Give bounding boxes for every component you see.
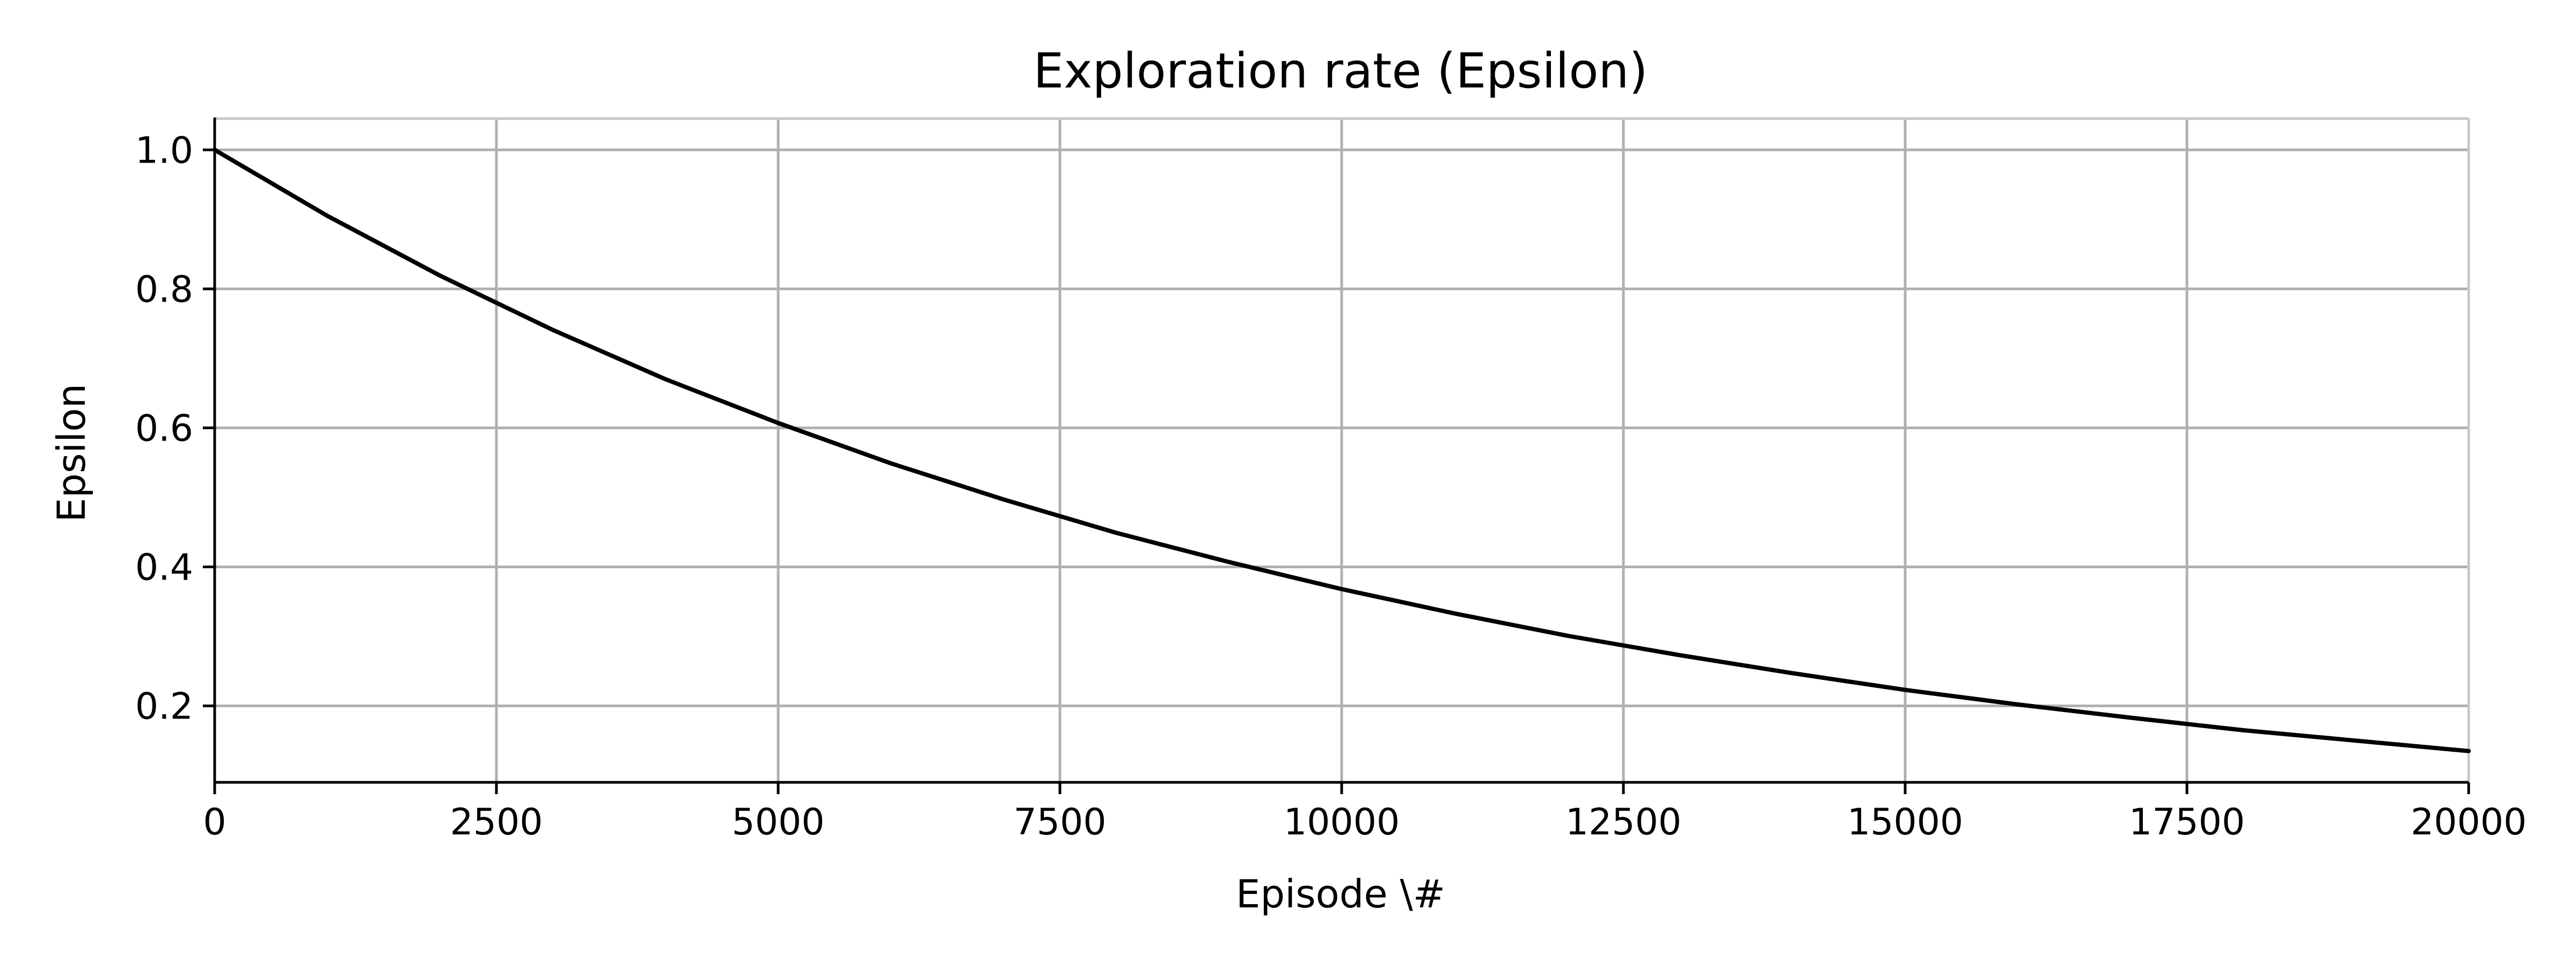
x-tick-label: 7500: [1013, 801, 1106, 844]
x-tick-label: 17500: [2129, 801, 2245, 844]
chart-title: Exploration rate (Epsilon): [1033, 43, 1648, 99]
series-line: [213, 148, 2471, 753]
y-ticks: 0.2 0.4 0.6 0.8 1.0: [135, 129, 215, 728]
y-tick-label: 0.2: [135, 686, 193, 728]
x-tick-label: 20000: [2411, 801, 2527, 844]
x-tick-label: 0: [203, 801, 226, 844]
y-tick-label: 0.6: [135, 407, 193, 450]
x-tick-label: 2500: [450, 801, 543, 844]
y-tick-label: 0.4: [135, 546, 193, 589]
x-axis-label: Episode \#: [1236, 871, 1445, 916]
series-layer: [213, 148, 2471, 753]
x-ticks: 0 2500 5000 7500 10000 12500 15000 17500 20000: [203, 782, 2527, 844]
y-tick-label: 0.8: [135, 268, 193, 311]
x-tick-label: 5000: [731, 801, 824, 844]
x-tick-label: 10000: [1284, 801, 1400, 844]
y-axis-label: Epsilon: [49, 384, 94, 522]
x-tick-label: 12500: [1565, 801, 1681, 844]
x-tick-label: 15000: [1847, 801, 1963, 844]
y-tick-label: 1.0: [135, 129, 193, 172]
